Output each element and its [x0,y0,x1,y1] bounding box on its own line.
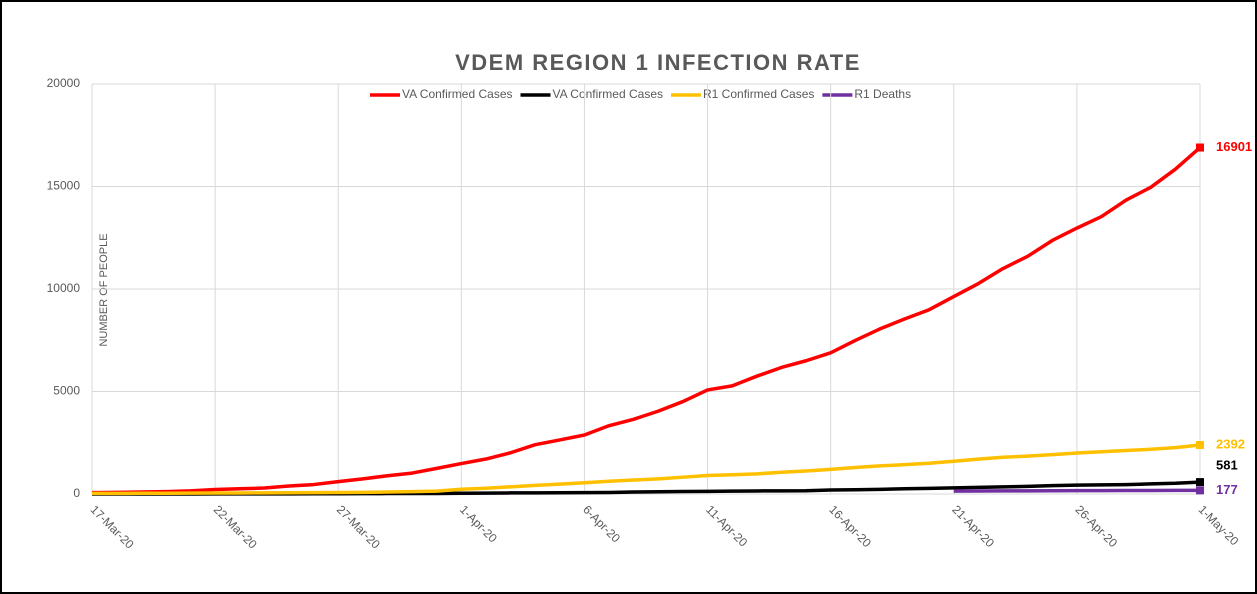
series-line [91,443,1201,496]
y-tick-label: 10000 [47,281,81,295]
end-marker [1196,143,1204,152]
y-tick-label: 5000 [53,384,80,398]
legend-label: R1 Deaths [854,87,911,101]
end-marker [1196,440,1204,449]
y-tick-label: 20000 [47,76,81,90]
series-line [953,488,1201,493]
legend: VA Confirmed Cases VA Confirmed Cases R1 C… [370,87,911,101]
end-marker [1196,486,1204,495]
chart-title: VDEM REGION 1 INFECTION RATE [455,50,861,75]
legend-label: R1 Confirmed Cases [703,87,814,101]
end-marker [1196,478,1204,487]
data-label: 16901 [1216,139,1252,154]
y-axis-label: NUMBER OF PEOPLE [98,233,110,346]
data-label: 581 [1216,458,1238,473]
y-tick-label: 15000 [47,179,81,193]
y-tick-label: 0 [73,486,80,500]
legend-label: VA Confirmed Cases [553,87,664,101]
data-label: 2392 [1216,436,1245,451]
legend-label: VA Confirmed Cases [402,87,513,101]
series-line [91,146,1202,495]
data-label: 177 [1216,482,1238,497]
